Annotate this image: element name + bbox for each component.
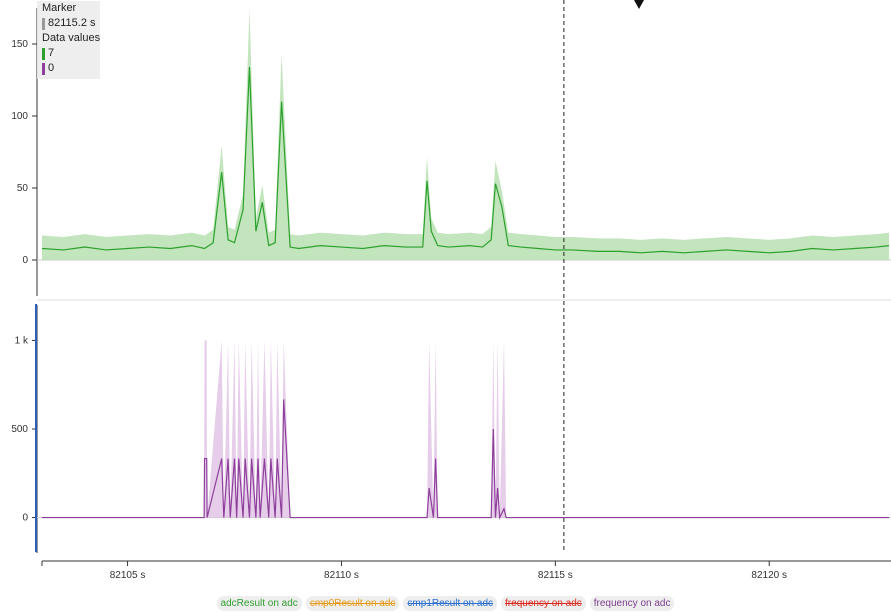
series-top-swatch — [42, 48, 45, 60]
tooltip-value-top: 7 — [48, 47, 55, 59]
legend-item-cmp1result[interactable]: cmp1Result on adc — [403, 596, 498, 611]
marker-tooltip: Marker 82115.2 s Data values 7 0 — [37, 1, 100, 79]
series-band — [42, 340, 889, 518]
tooltip-value-row-top: 7 — [37, 46, 100, 61]
series-band — [42, 9, 889, 260]
legend-item-cmp0result[interactable]: cmp0Result on adc — [305, 596, 400, 611]
tooltip-data-values-label: Data values — [42, 32, 101, 44]
legend-item-frequency-purple[interactable]: frequency on adc — [589, 596, 675, 611]
marker-handle-icon[interactable] — [634, 0, 644, 9]
legend-item-frequency-red[interactable]: frequency on adc — [501, 596, 586, 611]
tooltip-value-row-bottom: 0 — [37, 61, 100, 76]
selected-pane-indicator — [35, 304, 37, 552]
y-tick-label: 1 k — [15, 335, 29, 346]
series-line — [42, 399, 889, 520]
legend-item-adcresult[interactable]: adcResult on adc — [216, 596, 302, 611]
y-tick-label: 0 — [22, 513, 28, 524]
y-tick-label: 100 — [11, 111, 28, 122]
tooltip-marker-label: Marker — [42, 2, 77, 14]
x-tick-label: 82120 s — [751, 570, 787, 581]
y-tick-label: 50 — [17, 183, 29, 194]
tooltip-value-bottom: 0 — [48, 62, 55, 74]
time-axis: 82105 s 82110 s 82115 s 82120 s — [41, 560, 891, 581]
series-legend: adcResult on adc cmp0Result on adc cmp1R… — [0, 596, 891, 612]
y-tick-label: 150 — [11, 39, 28, 50]
frequency-plot[interactable]: 0 500 1 k — [11, 305, 891, 553]
x-tick-label: 82110 s — [324, 570, 359, 581]
series-line — [41, 67, 890, 254]
adc-result-plot[interactable]: 0 50 100 150 — [11, 8, 891, 296]
tooltip-marker-row: 82115.2 s — [37, 16, 100, 31]
marker-swatch — [42, 18, 45, 30]
series-bottom-swatch — [42, 63, 45, 75]
x-tick-label: 82115 s — [538, 570, 573, 581]
y-tick-label: 500 — [11, 424, 28, 435]
y-tick-label: 0 — [22, 255, 28, 266]
tooltip-marker-value: 82115.2 s — [48, 17, 96, 29]
x-tick-label: 82105 s — [110, 570, 146, 581]
